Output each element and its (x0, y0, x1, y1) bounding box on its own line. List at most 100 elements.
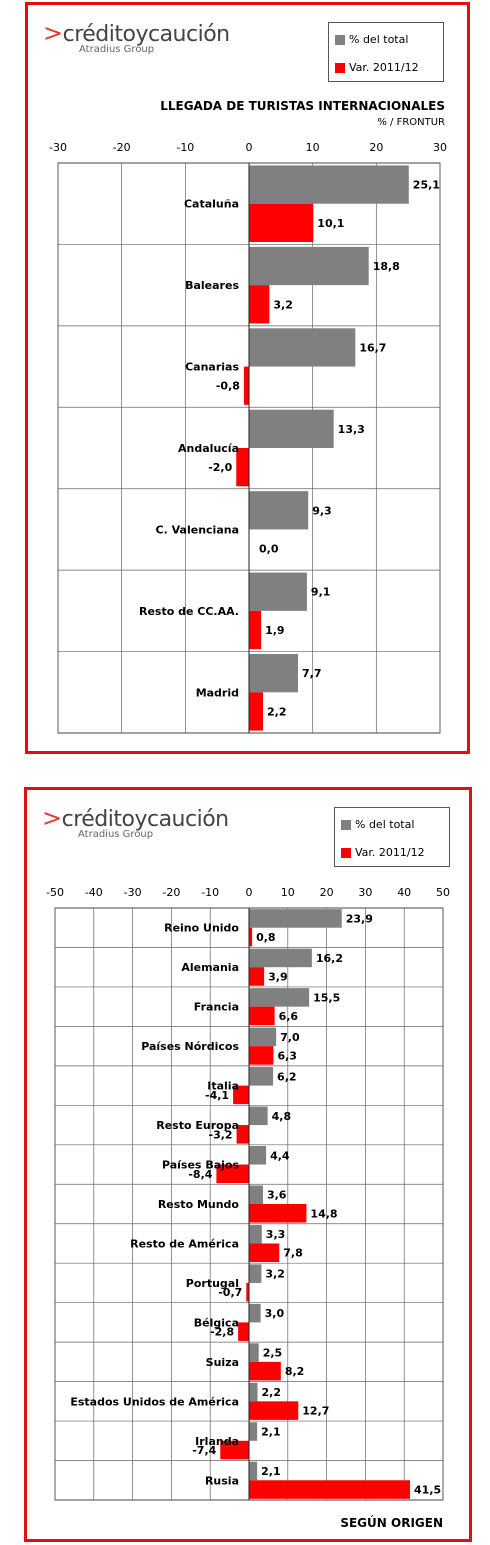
category-label: Países Bajos (162, 1159, 239, 1172)
category-label: Canarias (185, 361, 239, 374)
legend-label-share: % del total (355, 818, 415, 831)
logo-subtitle: Atradius Group (78, 829, 154, 840)
bar-share (249, 1027, 277, 1047)
bar-chart-regions: -30 -20 -10 0 10 20 30 25,1 10,1 Cataluña 18,8 3,2 B… (49, 141, 447, 734)
bar-share (249, 1343, 259, 1362)
bar-var (246, 1282, 249, 1302)
bar-var (249, 692, 264, 731)
bar-var (249, 967, 265, 986)
data-label: 9,3 (312, 504, 332, 517)
bar-share (249, 1185, 263, 1204)
logo-subtitle: Atradius Group (79, 44, 155, 55)
category-label: Países Nórdicos (141, 1040, 239, 1053)
x-tick-label: -30 (124, 886, 142, 899)
x-tick-label: -50 (46, 886, 64, 899)
bar-var (249, 1046, 274, 1065)
bar-share (249, 1382, 258, 1402)
company-logo-2: >créditoycaución Atradius Group (42, 804, 229, 840)
data-label: 14,8 (310, 1207, 337, 1220)
category-label: Estados Unidos de América (70, 1395, 239, 1408)
chart-legend-2: % del total Var. 2011/12 (334, 807, 450, 867)
bar-var (249, 1204, 307, 1223)
x-tick-label: -20 (113, 141, 131, 154)
logo-text: créditoycaución (62, 22, 231, 47)
data-label: 18,8 (373, 260, 400, 273)
bar-share (249, 1106, 268, 1126)
data-label: 3,0 (265, 1307, 285, 1320)
data-label: 2,2 (267, 705, 287, 718)
data-label: -0,8 (216, 380, 240, 393)
category-label: Alemania (181, 961, 239, 974)
data-label: 7,8 (283, 1247, 303, 1260)
bar-var (249, 1361, 281, 1381)
bar-share (249, 328, 356, 367)
x-tick-label: -10 (176, 141, 194, 154)
data-label: 0,0 (259, 543, 279, 556)
bar-share (249, 1422, 258, 1441)
bar-var (216, 1164, 249, 1184)
legend-swatch-var (335, 62, 345, 73)
x-tick-label: -10 (201, 886, 219, 899)
data-label: 3,9 (268, 970, 288, 983)
data-label: 6,2 (277, 1070, 297, 1083)
x-tick-label: -30 (49, 141, 67, 154)
data-label: 4,4 (270, 1149, 290, 1162)
data-label: 16,2 (316, 952, 343, 965)
bar-share (249, 654, 299, 693)
x-tick-label: 50 (436, 886, 450, 899)
data-label: 4,8 (272, 1110, 292, 1123)
data-label: -4,1 (205, 1089, 229, 1102)
legend-swatch-share (341, 819, 351, 830)
x-tick-label: 10 (306, 141, 320, 154)
bar-share (249, 1264, 262, 1283)
x-tick-label: 0 (246, 886, 253, 899)
bar-var (249, 1401, 299, 1420)
bar-share (249, 165, 409, 204)
logo-text: créditoycaución (61, 807, 230, 832)
bar-var (238, 1322, 249, 1341)
legend-label-share: % del total (349, 33, 409, 46)
bar-chart-origin: -50 -40 -30 -20 -10 0 10 20 30 40 50 23,9 0,8 Reino U… (46, 886, 450, 1501)
bar-var (249, 1006, 275, 1026)
data-label: 2,5 (263, 1347, 283, 1360)
legend-item-share: % del total (341, 818, 414, 831)
bar-share (249, 1145, 267, 1165)
category-label: Irlanda (195, 1435, 239, 1448)
bar-var (249, 285, 270, 324)
arrow-mark-icon: > (42, 804, 62, 832)
bar-var (249, 927, 253, 947)
bar-share (249, 948, 312, 968)
chart-legend: % del total Var. 2011/12 (328, 22, 444, 82)
category-label: Reino Unido (164, 922, 239, 935)
legend-item-var: Var. 2011/12 (341, 846, 425, 859)
data-label: 1,9 (265, 624, 285, 637)
bar-var (236, 1125, 249, 1144)
category-label: Resto Europa (156, 1119, 239, 1132)
bar-var (249, 610, 262, 650)
data-label: 10,1 (317, 217, 344, 230)
data-label: 6,3 (277, 1049, 297, 1062)
data-label: 7,0 (280, 1031, 300, 1044)
bar-share (249, 1303, 261, 1323)
data-label: 8,2 (285, 1365, 305, 1378)
category-label: Baleares (185, 279, 239, 292)
x-tick-label: 10 (281, 886, 295, 899)
bar-var (249, 1480, 411, 1499)
bar-var (243, 366, 249, 405)
bar-var (249, 1243, 280, 1263)
category-label: Bélgica (194, 1316, 239, 1329)
legend-label-var: Var. 2011/12 (355, 846, 425, 859)
chart-subtitle: % / FRONTUR (377, 117, 445, 128)
data-label: -8,4 (188, 1168, 212, 1181)
data-label: 41,5 (414, 1484, 441, 1497)
data-label: 3,6 (267, 1189, 287, 1202)
data-label: -2,0 (208, 461, 232, 474)
category-label: Resto de América (130, 1237, 239, 1250)
category-label: Portugal (186, 1277, 239, 1290)
bar-var (220, 1440, 249, 1460)
category-label: Rusia (205, 1474, 239, 1487)
data-label: 13,3 (338, 423, 365, 436)
bar-share (249, 491, 309, 530)
legend-label-var: Var. 2011/12 (349, 61, 419, 74)
bar-share (249, 909, 342, 928)
